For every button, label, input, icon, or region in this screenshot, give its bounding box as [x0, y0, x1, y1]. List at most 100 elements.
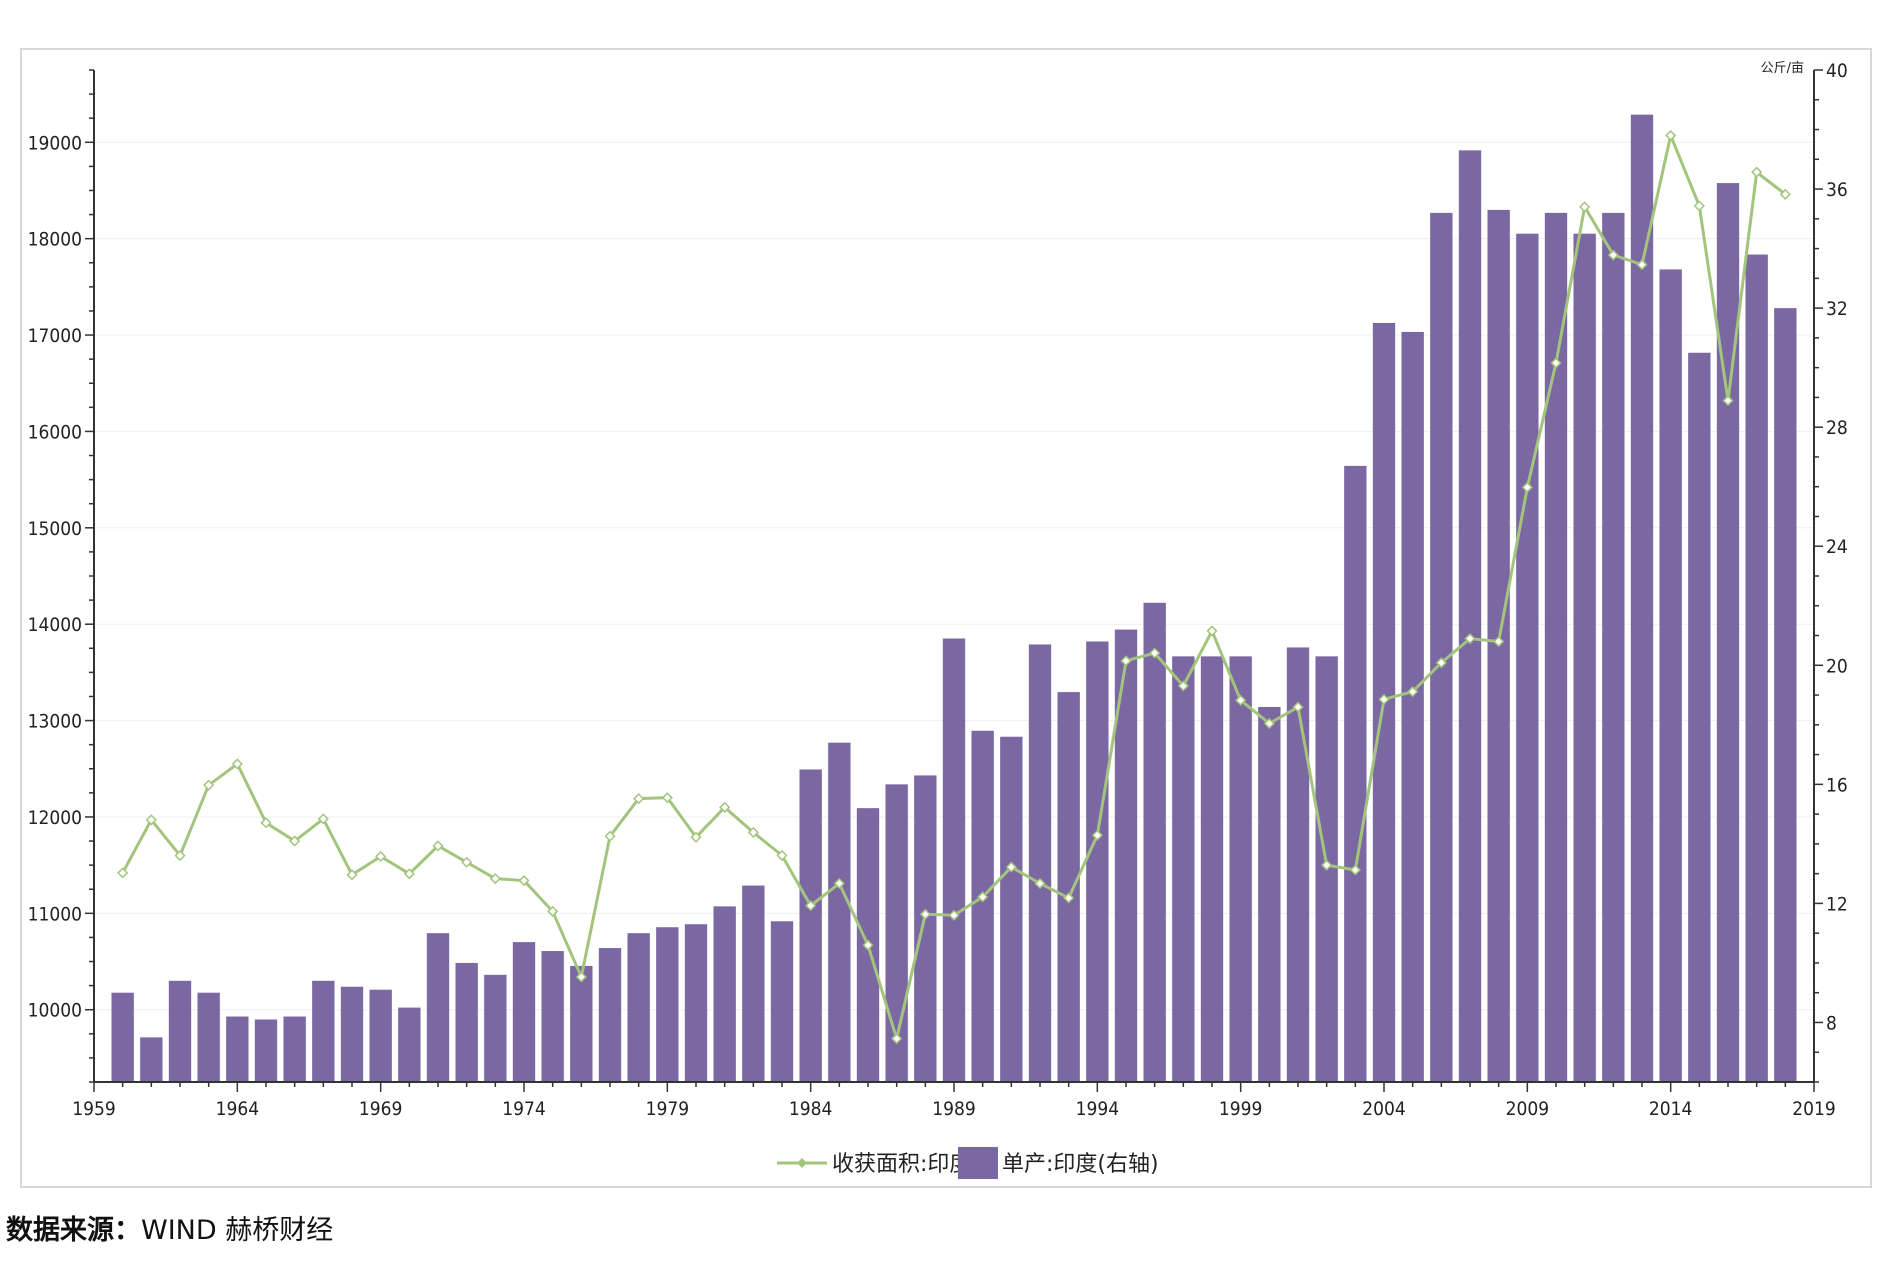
bar-1997	[1172, 656, 1195, 1082]
point-1975	[547, 905, 559, 917]
left-tick-label: 11000	[28, 903, 82, 925]
bar-1991	[1000, 736, 1023, 1082]
bar-1971	[426, 933, 450, 1082]
left-tick-label: 19000	[28, 132, 82, 154]
point-1990	[977, 891, 989, 903]
point-1962	[174, 849, 186, 862]
point-2002	[1321, 859, 1333, 871]
gridlines	[94, 141, 1814, 1011]
x-tick-label: 1964	[216, 1098, 260, 1120]
point-2006	[1435, 657, 1447, 669]
legend-bar-swatch	[958, 1147, 998, 1179]
point-1970	[403, 868, 415, 880]
point-1972	[461, 856, 473, 868]
point-2017	[1751, 166, 1763, 178]
x-tick-label: 1979	[646, 1098, 690, 1120]
chart: 10000 11000 12000 13000 14000 15000 16000 17000…	[28, 60, 1848, 1179]
bar-2009	[1516, 233, 1539, 1083]
point-1987	[891, 1033, 903, 1045]
point-2009	[1521, 481, 1533, 493]
left-tick-label: 13000	[28, 711, 82, 733]
bar-1998	[1200, 656, 1224, 1082]
bar-1967	[312, 980, 335, 1082]
point-2016	[1722, 395, 1734, 407]
point-2010	[1550, 357, 1562, 369]
x-tick-label: 1999	[1219, 1098, 1263, 1120]
point-1973	[489, 873, 501, 885]
bar-2001	[1286, 647, 1310, 1082]
point-1995	[1120, 655, 1132, 667]
point-2008	[1493, 635, 1505, 648]
bar-1972	[455, 962, 478, 1082]
point-2012	[1607, 249, 1619, 261]
right-tick-label: 36	[1826, 179, 1848, 201]
point-2005	[1407, 686, 1419, 698]
left-tick-label: 17000	[28, 325, 82, 347]
bar-2011	[1573, 233, 1596, 1083]
bar-1983	[770, 921, 794, 1082]
right-tick-label: 12	[1826, 893, 1848, 915]
bar-2005	[1401, 331, 1424, 1082]
point-1980	[690, 831, 702, 843]
bar-1979	[656, 927, 679, 1082]
point-1993	[1063, 892, 1075, 904]
left-tick-label: 18000	[28, 229, 82, 251]
point-2007	[1464, 633, 1476, 645]
chart-frame: 10000 11000 12000 13000 14000 15000 16000 17000…	[20, 48, 1872, 1188]
x-tick-label: 1969	[359, 1098, 403, 1120]
point-1977	[604, 830, 616, 842]
point-2013	[1636, 259, 1648, 271]
right-tick-label: 20	[1826, 655, 1848, 677]
point-1963	[203, 779, 215, 791]
right-tick-label: 40	[1826, 60, 1848, 82]
point-1984	[805, 900, 817, 912]
x-tick-label: 2009	[1506, 1098, 1550, 1120]
bar-1994	[1086, 641, 1109, 1082]
bar-1999	[1229, 656, 1252, 1082]
bar-1961	[140, 1037, 163, 1082]
bar-1962	[168, 980, 192, 1082]
bar-1996	[1143, 602, 1166, 1082]
bar-1990	[971, 730, 994, 1082]
axes: 10000 11000 12000 13000 14000 15000 16000 17000…	[28, 60, 1848, 1120]
x-tick-label: 2019	[1792, 1098, 1836, 1120]
bar-1966	[283, 1016, 306, 1082]
bar-1977	[598, 948, 622, 1082]
bar-1974	[512, 942, 536, 1082]
right-tick-label: 8	[1826, 1012, 1837, 1034]
point-1986	[862, 939, 874, 951]
point-1968	[346, 869, 358, 881]
legend: 收获面积:印度 单产:印度(右轴)	[777, 1147, 1159, 1179]
point-1976	[575, 971, 587, 983]
point-1974	[518, 875, 530, 887]
x-tick-label: 1959	[72, 1098, 116, 1120]
bar-2017	[1745, 254, 1768, 1082]
point-1964	[231, 758, 243, 770]
right-tick-label: 16	[1826, 774, 1848, 796]
bar-1995	[1114, 629, 1138, 1082]
point-1996	[1149, 647, 1161, 659]
right-axis-unit-label: 公斤/亩	[1761, 60, 1804, 76]
bar-1969	[369, 989, 392, 1082]
point-1991	[1005, 861, 1017, 873]
source-label: 数据来源：	[6, 1215, 141, 1246]
point-2000	[1263, 717, 1275, 730]
bar-1984	[799, 769, 822, 1082]
bar-1976	[570, 965, 593, 1082]
bar-1960	[111, 992, 134, 1082]
point-1997	[1177, 680, 1189, 692]
bar-2018	[1774, 308, 1797, 1082]
bar-1985	[828, 742, 851, 1082]
bar-1963	[197, 992, 220, 1082]
point-1969	[375, 850, 387, 863]
point-1981	[719, 801, 731, 813]
x-tick-label: 2014	[1649, 1098, 1693, 1120]
left-tick-label: 10000	[28, 1000, 82, 1022]
bar-1992	[1028, 644, 1052, 1082]
x-tick-label: 2004	[1362, 1098, 1406, 1120]
point-1994	[1091, 829, 1103, 841]
point-1989	[948, 909, 960, 921]
bar-1973	[484, 974, 507, 1082]
source-note: 数据来源：WIND 赫桥财经	[6, 1208, 333, 1247]
bar-2003	[1344, 465, 1367, 1082]
